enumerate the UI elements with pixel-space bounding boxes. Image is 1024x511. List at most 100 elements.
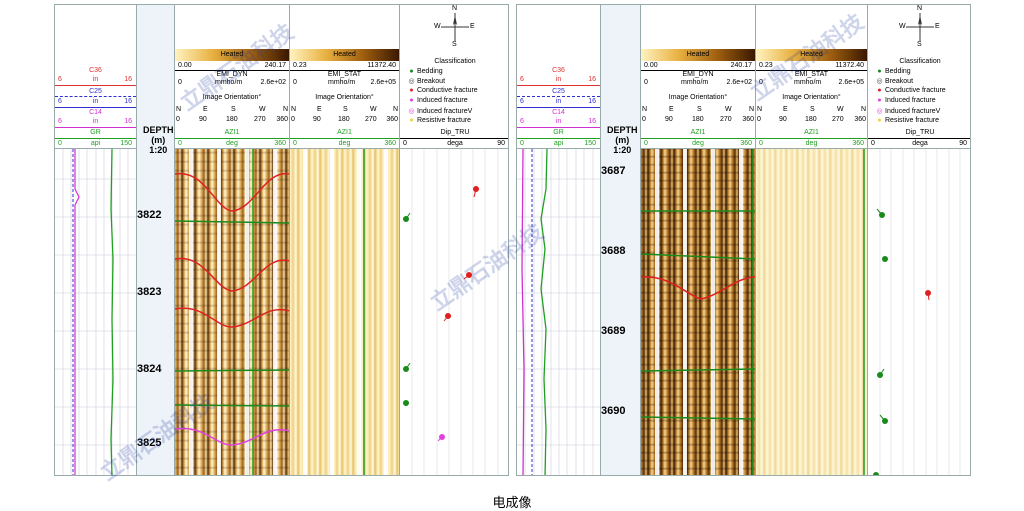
tick-label: 360 bbox=[276, 116, 288, 123]
compass-s: S bbox=[917, 41, 922, 48]
gr-curve bbox=[540, 149, 548, 475]
stat-curve-unit: mmho/m bbox=[794, 79, 822, 86]
depth-unit: (m) bbox=[151, 135, 166, 145]
compass-icon: N E S W bbox=[899, 5, 940, 48]
curve-max-c36: 16 bbox=[588, 76, 596, 83]
curve-unit-c14: in bbox=[92, 118, 99, 125]
stat-curve-name: EMI_STAT bbox=[794, 71, 829, 78]
compass-e: E bbox=[470, 23, 475, 30]
tick-label: 360 bbox=[386, 116, 398, 123]
stat-image-orientation: Image Orientation° bbox=[782, 94, 841, 101]
dip-unit: dega bbox=[912, 140, 928, 147]
dir-label: S bbox=[231, 106, 236, 113]
dip-title: Dip_TRU bbox=[905, 129, 935, 136]
curve-max-gr: 150 bbox=[584, 140, 596, 147]
legend-bedding: ● Bedding bbox=[877, 68, 911, 75]
dip-max: 90 bbox=[959, 140, 967, 147]
stat-image-orientation: Image Orientation° bbox=[315, 94, 374, 101]
bedding-plane bbox=[175, 220, 289, 224]
bedding-plane bbox=[641, 416, 755, 420]
legend-induced-fracture: ● Induced fracture bbox=[409, 97, 468, 104]
dip-unit: dega bbox=[447, 140, 463, 147]
curve-max-gr: 150 bbox=[120, 140, 132, 147]
conductive-fracture bbox=[175, 307, 289, 328]
curve-name-c25: C25 bbox=[552, 88, 565, 95]
tadpole bbox=[879, 414, 888, 424]
curve-unit-c25: in bbox=[92, 98, 99, 105]
dir-label: E bbox=[783, 106, 788, 113]
dir-label: N bbox=[176, 106, 182, 113]
tick-label: 270 bbox=[365, 116, 377, 123]
depth-scale: 1:20 bbox=[613, 145, 632, 155]
depth-label: 3687 bbox=[601, 165, 626, 177]
tick-label: 180 bbox=[805, 116, 817, 123]
tadpole bbox=[873, 472, 879, 475]
dir-label: N bbox=[392, 106, 398, 113]
depth-unit: (m) bbox=[615, 135, 630, 145]
dyn-image bbox=[641, 149, 755, 475]
depth-label: 3825 bbox=[137, 437, 162, 449]
stat-curve-min: 0 bbox=[293, 79, 297, 86]
bedding-plane bbox=[641, 253, 755, 260]
tick-label: 0 bbox=[291, 116, 295, 123]
legend-breakout: ◎ Breakout bbox=[408, 78, 446, 85]
dir-label: N bbox=[291, 106, 297, 113]
tick-label: 360 bbox=[854, 116, 866, 123]
bedding-plane bbox=[175, 369, 289, 372]
c14-curve bbox=[74, 149, 80, 475]
curve-name-c14: C14 bbox=[552, 109, 565, 116]
conductive-fracture bbox=[175, 173, 289, 212]
left-depth-track: DEPTH (m) 1:20 3822 3823 3824 3825 bbox=[137, 5, 175, 475]
tadpole bbox=[877, 368, 885, 378]
compass-w: W bbox=[434, 23, 441, 30]
depth-title: DEPTH bbox=[143, 125, 174, 135]
left-curve-plot bbox=[55, 149, 136, 475]
dip-min: 0 bbox=[403, 140, 407, 147]
tick-label: 180 bbox=[226, 116, 238, 123]
right-dynamic-image-track: Heated 0.00 240.17 EMI_DYN 0 mmho/m 2.6e… bbox=[641, 5, 756, 475]
legend-bedding: ● Bedding bbox=[409, 68, 443, 75]
tadpole bbox=[473, 186, 479, 198]
dyn-range-max: 240.17 bbox=[264, 62, 286, 69]
curve-unit-gr: api bbox=[553, 140, 564, 147]
dyn-heated-colorbar: Heated bbox=[175, 49, 289, 61]
right-tadpole-plot bbox=[873, 149, 961, 475]
tick-label: 270 bbox=[254, 116, 266, 123]
tadpole bbox=[403, 362, 411, 372]
dyn-range-max: 240.17 bbox=[730, 62, 752, 69]
dir-label: W bbox=[837, 106, 844, 113]
curve-min-c36: 6 bbox=[520, 76, 524, 83]
tadpole bbox=[882, 256, 888, 262]
dir-label: S bbox=[810, 106, 815, 113]
compass-e: E bbox=[935, 23, 940, 30]
stat-range-min: 0.23 bbox=[293, 62, 307, 69]
curve-name-c14: C14 bbox=[89, 109, 102, 116]
stat-azi-name: AZI1 bbox=[804, 129, 819, 136]
compass-n: N bbox=[917, 5, 923, 12]
left-tadpole-plot bbox=[403, 149, 499, 475]
stat-heated-colorbar: Heated bbox=[290, 49, 399, 61]
legend-resistive-fracture: ● Resistive fracture bbox=[409, 117, 472, 124]
curve-name-gr: GR bbox=[553, 129, 564, 136]
dyn-curve-unit: mmho/m bbox=[681, 79, 709, 86]
stat-curve-unit: mmho/m bbox=[328, 79, 356, 86]
tick-label: 0 bbox=[176, 116, 180, 123]
legend-breakout: ◎ Breakout bbox=[876, 78, 914, 85]
stat-curve-max: 2.6e+05 bbox=[370, 79, 397, 86]
tick-label: 90 bbox=[665, 116, 673, 123]
dyn-heated-colorbar: Heated bbox=[641, 49, 755, 61]
tick-label: 270 bbox=[720, 116, 732, 123]
azi-min: 0 bbox=[759, 140, 763, 147]
azi-min: 0 bbox=[644, 140, 648, 147]
stat-curve-name: EMI_STAT bbox=[327, 71, 362, 78]
azi-max: 360 bbox=[852, 140, 864, 147]
dyn-curve-min: 0 bbox=[178, 79, 182, 86]
stat-image bbox=[290, 149, 399, 475]
stat-curve-min: 0 bbox=[759, 79, 763, 86]
dyn-image-orientation: Image Orientation° bbox=[668, 94, 728, 101]
induced-fracture bbox=[175, 427, 289, 446]
curve-unit-c36: in bbox=[92, 76, 99, 83]
curve-name-c36: C36 bbox=[89, 67, 102, 74]
right-curve-track: C36 6 in 16 C25 6 in 16 C14 6 in 16 GR 0… bbox=[517, 5, 601, 475]
azi-unit: deg bbox=[805, 140, 818, 147]
